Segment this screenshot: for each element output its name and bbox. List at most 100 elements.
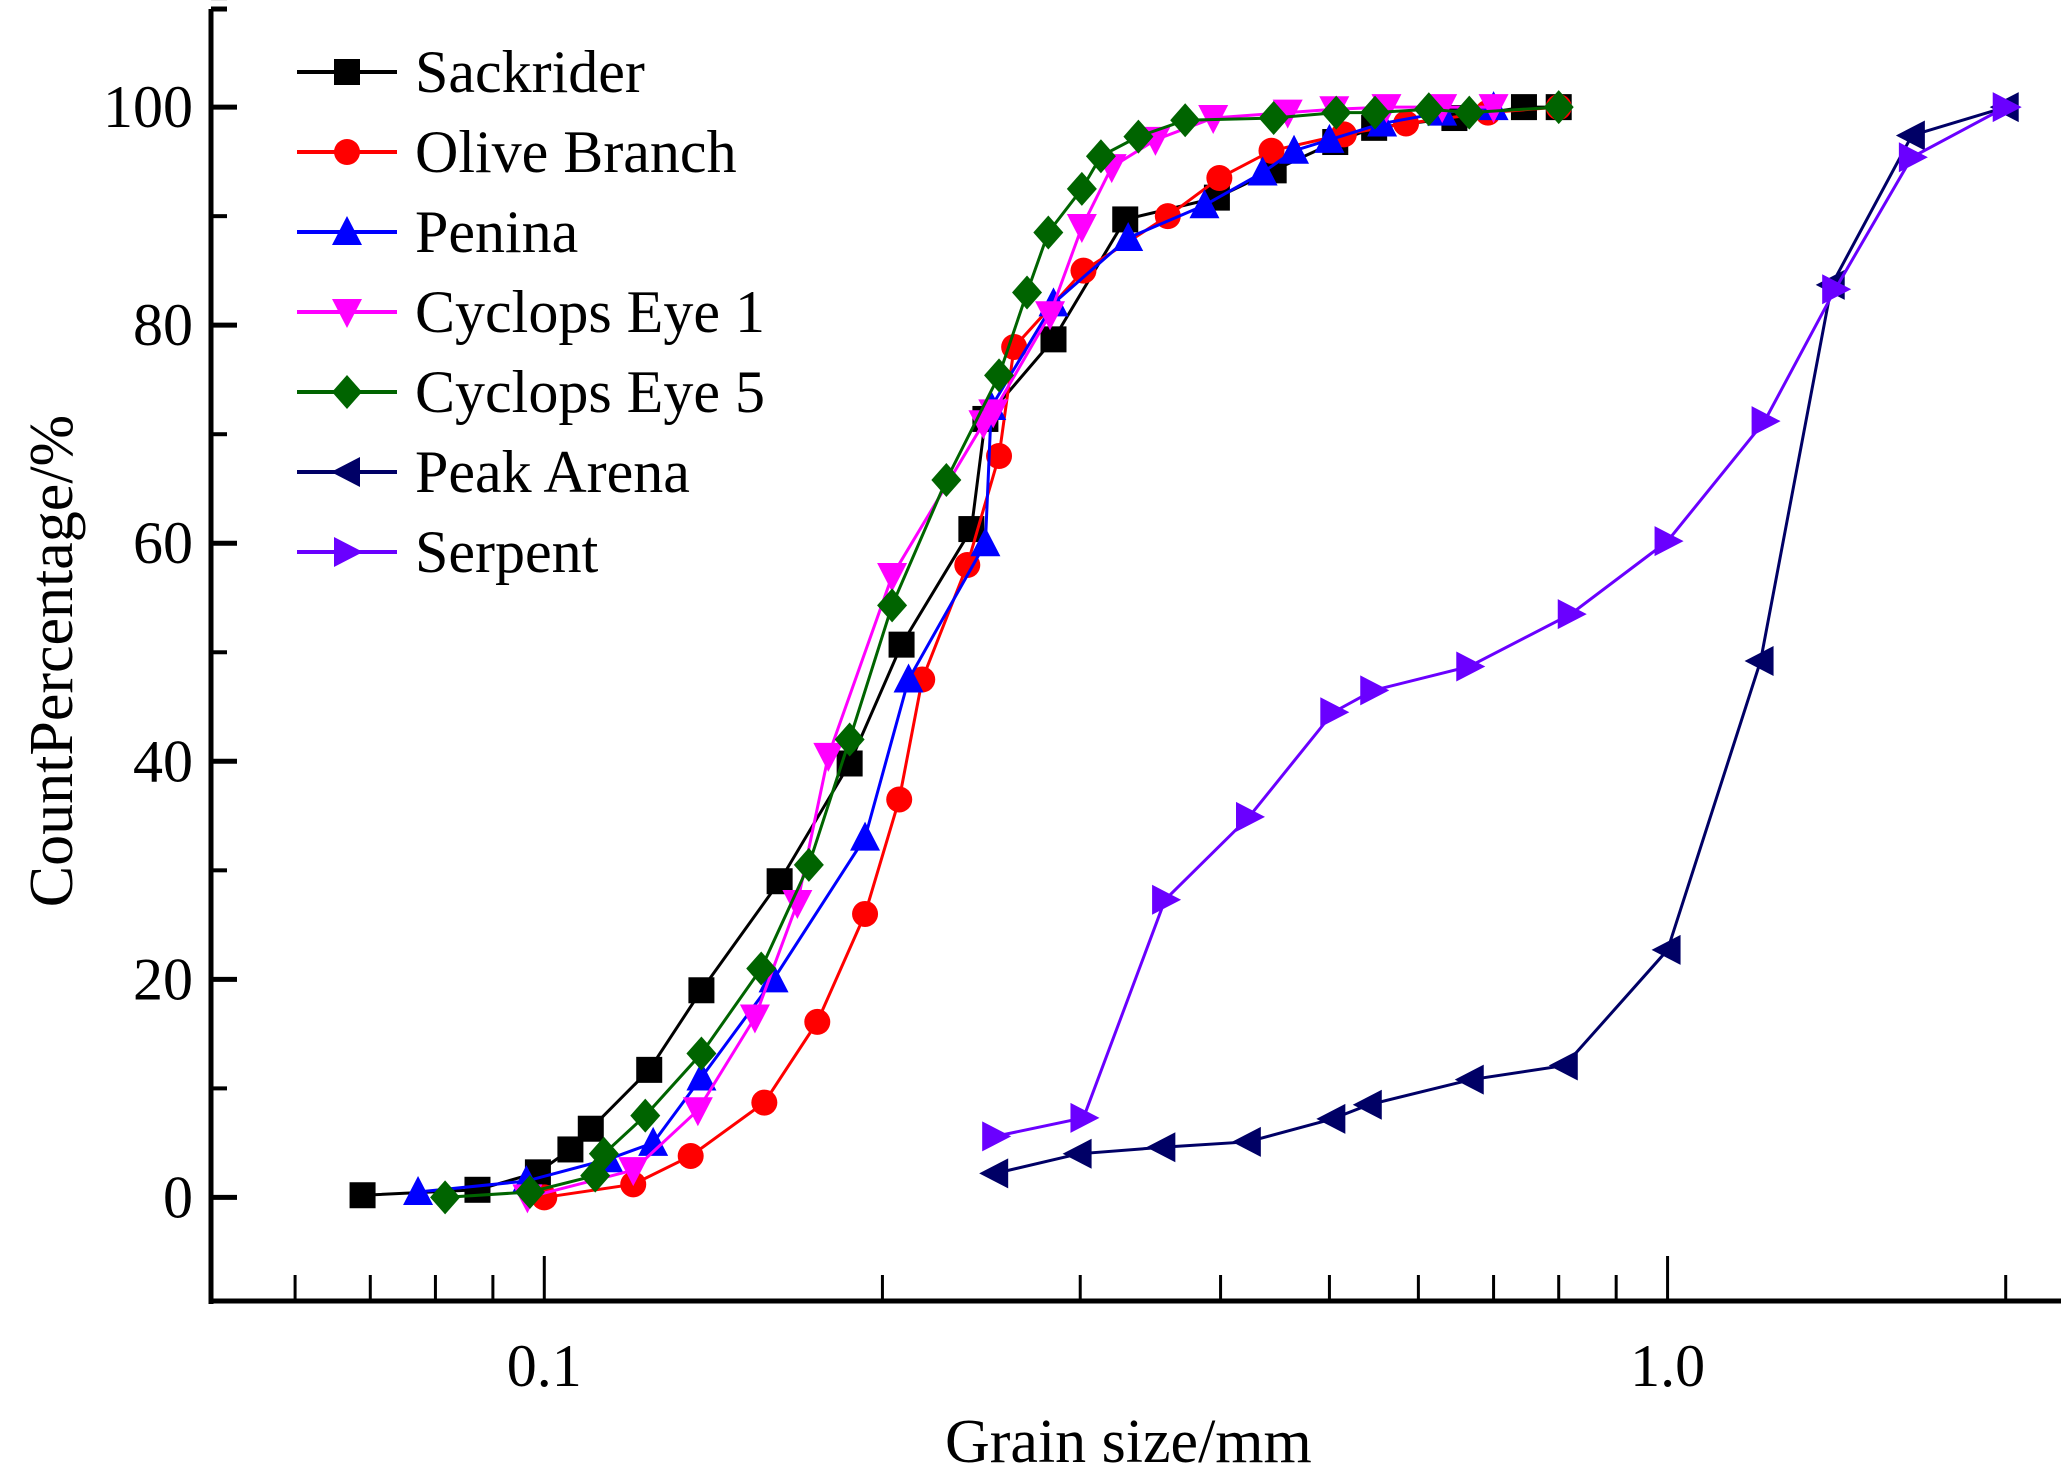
legend-label: Peak Arena xyxy=(415,439,690,505)
data-point xyxy=(982,1121,1012,1152)
legend-item: Penina xyxy=(297,199,578,265)
data-point xyxy=(1548,1050,1578,1081)
data-point xyxy=(1206,164,1233,191)
legend-marker xyxy=(332,375,362,409)
data-point xyxy=(403,1175,434,1205)
data-point xyxy=(1654,526,1684,557)
data-point xyxy=(1478,94,1509,124)
series-cyclops-eye-5 xyxy=(430,90,1574,1215)
data-point xyxy=(1557,599,1587,630)
data-point xyxy=(430,1180,461,1215)
legend-item: Sackrider xyxy=(297,39,645,105)
data-point xyxy=(1066,171,1097,206)
series-line xyxy=(544,105,1559,1199)
data-point xyxy=(793,847,824,882)
data-point xyxy=(877,562,908,592)
data-point xyxy=(682,1097,713,1127)
y-tick-label: 80 xyxy=(133,292,193,358)
data-point xyxy=(1895,120,1925,151)
legend-marker xyxy=(332,216,362,245)
legend-item: Olive Branch xyxy=(297,119,737,185)
data-point xyxy=(638,1126,669,1156)
data-point xyxy=(893,663,924,693)
data-point xyxy=(1231,1126,1261,1157)
data-point xyxy=(751,1089,778,1116)
data-point xyxy=(888,631,915,658)
series-line xyxy=(994,105,2007,1175)
data-point xyxy=(834,722,865,757)
data-point xyxy=(1321,95,1352,130)
legend-label: Olive Branch xyxy=(415,119,737,185)
data-point xyxy=(686,1036,717,1071)
data-point xyxy=(618,1157,649,1187)
legend: Sackrider Olive Branch Penina Cyclops Eye 1… xyxy=(297,39,765,585)
legend-label: Penina xyxy=(415,199,578,265)
data-point xyxy=(1992,92,2022,123)
data-point xyxy=(1360,95,1391,130)
data-point xyxy=(1070,1102,1100,1133)
data-point xyxy=(1320,697,1350,728)
data-point xyxy=(1066,214,1097,244)
y-axis-title: CountPercentage/% xyxy=(18,415,86,907)
data-point xyxy=(804,1008,831,1035)
legend-item: Cyclops Eye 1 xyxy=(297,279,765,345)
data-point xyxy=(1062,1138,1092,1169)
y-tick-label: 0 xyxy=(163,1164,193,1230)
data-point xyxy=(766,868,793,895)
data-point xyxy=(1898,142,1928,173)
data-point xyxy=(1454,1064,1484,1095)
data-point xyxy=(1152,884,1182,915)
data-point xyxy=(1454,95,1485,130)
y-tick-label: 100 xyxy=(103,74,193,140)
data-point xyxy=(886,786,913,813)
data-point xyxy=(588,1136,619,1171)
data-point xyxy=(931,463,962,498)
data-point xyxy=(1123,119,1154,154)
data-point xyxy=(1033,215,1064,250)
data-point xyxy=(850,821,881,851)
data-point xyxy=(686,1061,717,1091)
legend-marker xyxy=(334,537,363,567)
data-point xyxy=(1367,107,1398,137)
data-point xyxy=(1352,1089,1382,1120)
data-point xyxy=(349,1182,376,1209)
data-point xyxy=(1744,645,1774,676)
series-line xyxy=(994,105,2007,1138)
y-tick-label: 40 xyxy=(133,728,193,794)
series-line xyxy=(444,105,1559,1199)
series-cyclops-eye-1 xyxy=(512,94,1509,1214)
series-layer xyxy=(349,90,2022,1215)
axes: 0 20 40 60 80 100 0.1 1.0 xyxy=(103,0,2061,1399)
x-axis-title: Grain size/mm xyxy=(945,1408,1312,1470)
data-point xyxy=(984,358,1015,393)
data-point xyxy=(1012,275,1043,310)
data-point xyxy=(464,1176,491,1203)
data-point xyxy=(1510,94,1537,121)
data-point xyxy=(1543,90,1574,125)
data-point xyxy=(979,1158,1009,1189)
data-point xyxy=(514,1174,545,1209)
series-peak-arena xyxy=(979,92,2019,1189)
legend-item: Cyclops Eye 5 xyxy=(297,359,765,425)
legend-label: Sackrider xyxy=(415,39,645,105)
data-point xyxy=(986,443,1013,470)
legend-label: Cyclops Eye 1 xyxy=(415,279,765,345)
data-point xyxy=(746,951,777,986)
y-tick-label: 60 xyxy=(133,510,193,576)
y-tick-label: 20 xyxy=(133,946,193,1012)
data-point xyxy=(1258,101,1289,136)
data-point xyxy=(1360,675,1390,706)
data-point xyxy=(813,742,844,772)
data-point xyxy=(677,1142,704,1169)
series-serpent xyxy=(982,92,2022,1152)
data-point xyxy=(1413,92,1444,127)
data-point xyxy=(954,552,981,579)
data-point xyxy=(1235,801,1265,832)
data-point xyxy=(1113,221,1144,251)
legend-label: Cyclops Eye 5 xyxy=(415,359,765,425)
series-line xyxy=(362,105,1559,1197)
data-point xyxy=(739,1004,770,1034)
legend-item: Peak Arena xyxy=(297,439,690,505)
series-line xyxy=(417,105,1494,1194)
